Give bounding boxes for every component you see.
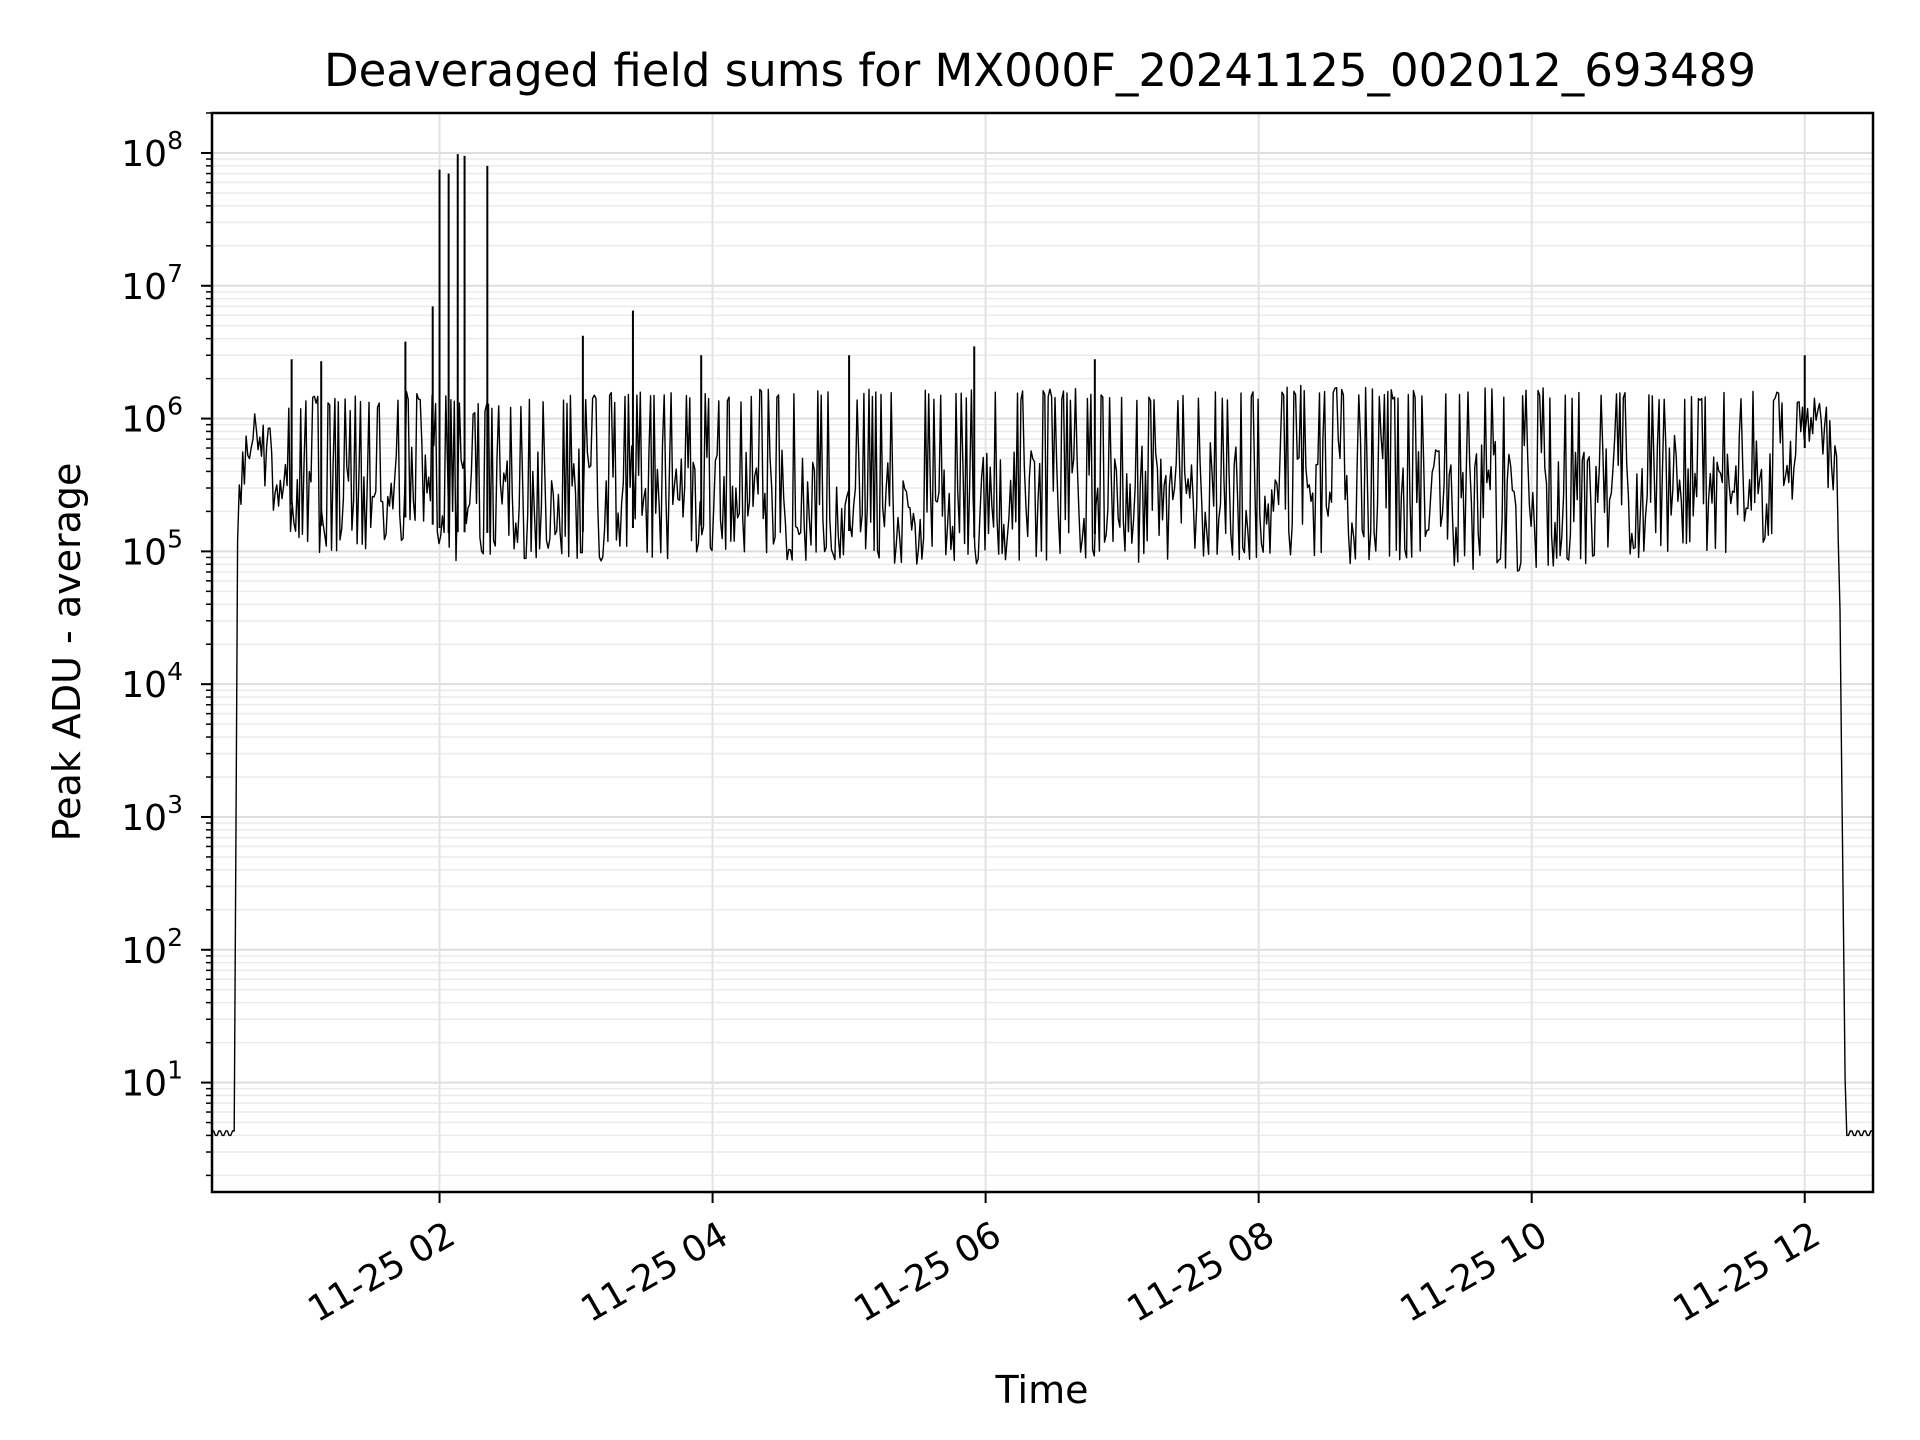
plot-frame	[210, 111, 1875, 1194]
y-tick-label: 102	[121, 923, 183, 972]
y-tick-label: 108	[121, 126, 183, 175]
series-line	[212, 154, 1873, 1137]
y-tick-label: 105	[121, 524, 183, 573]
y-tick-label: 107	[121, 259, 183, 308]
series-line-path	[212, 384, 1873, 1137]
chart-title: Deaveraged field sums for MX000F_2024112…	[324, 44, 1756, 97]
x-axis-label: Time	[995, 1368, 1089, 1412]
y-axis: 101 102 103 104 105 106 107 108	[121, 112, 212, 1177]
y-tick-label: 106	[121, 392, 183, 441]
y-axis-label: Peak ADU - average	[45, 463, 89, 842]
y-tick-label: 104	[121, 657, 183, 706]
y-tick-label: 103	[121, 790, 183, 839]
grid-lines	[212, 112, 1873, 1192]
y-tick-label: 101	[121, 1056, 183, 1105]
